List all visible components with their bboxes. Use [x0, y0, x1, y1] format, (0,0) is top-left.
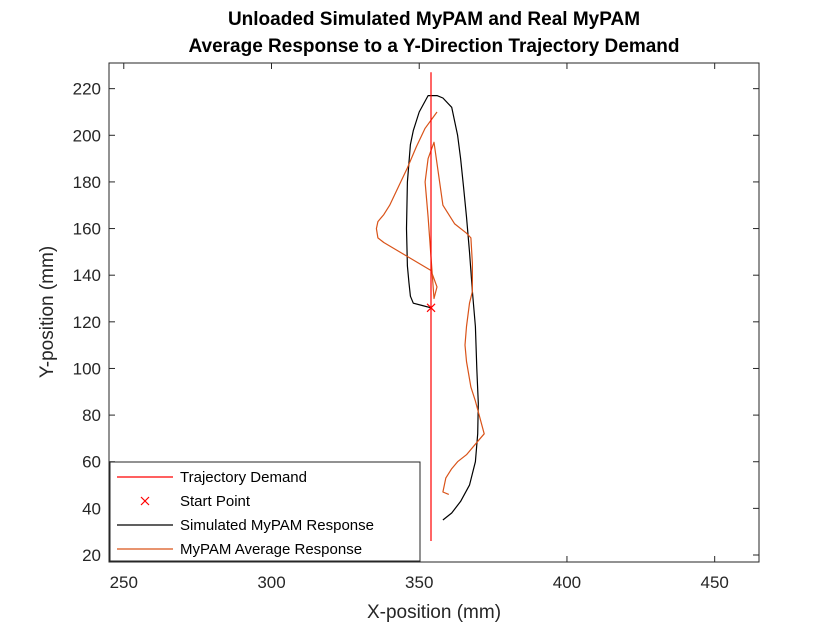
legend-label-trajectory-demand: Trajectory Demand — [180, 469, 307, 486]
x-axis-title: X-position (mm) — [367, 602, 501, 623]
legend-label-simulated-response: Simulated MyPAM Response — [180, 517, 374, 534]
y-tick-label: 40 — [82, 499, 101, 518]
y-axis-title: Y-position (mm) — [37, 246, 58, 378]
y-tick-label: 80 — [82, 406, 101, 425]
x-tick-label: 400 — [553, 573, 581, 592]
series-line-simulated-mypam-response — [405, 94, 479, 521]
legend-label-average-response: MyPAM Average Response — [180, 541, 362, 558]
series-layer — [375, 72, 485, 541]
y-tick-label: 180 — [73, 173, 101, 192]
x-tick-label: 300 — [257, 573, 285, 592]
y-tick-label: 60 — [82, 453, 101, 472]
start-point-marker-stroke — [426, 303, 436, 313]
tick-layer: 250 300 350 400 450 20 40 60 80 100 120 140 160 180 20… — [73, 63, 759, 592]
chart-title-line-2: Average Response to a Y-Direction Trajec… — [188, 36, 679, 57]
y-tick-label: 120 — [73, 313, 101, 332]
chart-title-line-1: Unloaded Simulated MyPAM and Real MyPAM — [228, 9, 640, 30]
start-point-marker — [426, 303, 436, 313]
legend: Trajectory Demand Start Point Simulated … — [109, 461, 421, 562]
series-line-mypam-average-response — [375, 111, 485, 495]
legend-label-start-point: Start Point — [180, 493, 251, 510]
legend-swatches — [117, 476, 173, 550]
x-tick-label: 350 — [405, 573, 433, 592]
x-tick-label: 450 — [700, 573, 728, 592]
y-tick-label: 220 — [73, 80, 101, 99]
y-tick-label: 200 — [73, 126, 101, 145]
legend-swatch-start-point — [140, 496, 150, 506]
y-tick-label: 100 — [73, 359, 101, 378]
y-tick-label: 160 — [73, 220, 101, 239]
y-tick-label: 140 — [73, 266, 101, 285]
y-tick-label: 20 — [82, 546, 101, 565]
x-tick-label: 250 — [110, 573, 138, 592]
legend-box — [109, 461, 421, 562]
